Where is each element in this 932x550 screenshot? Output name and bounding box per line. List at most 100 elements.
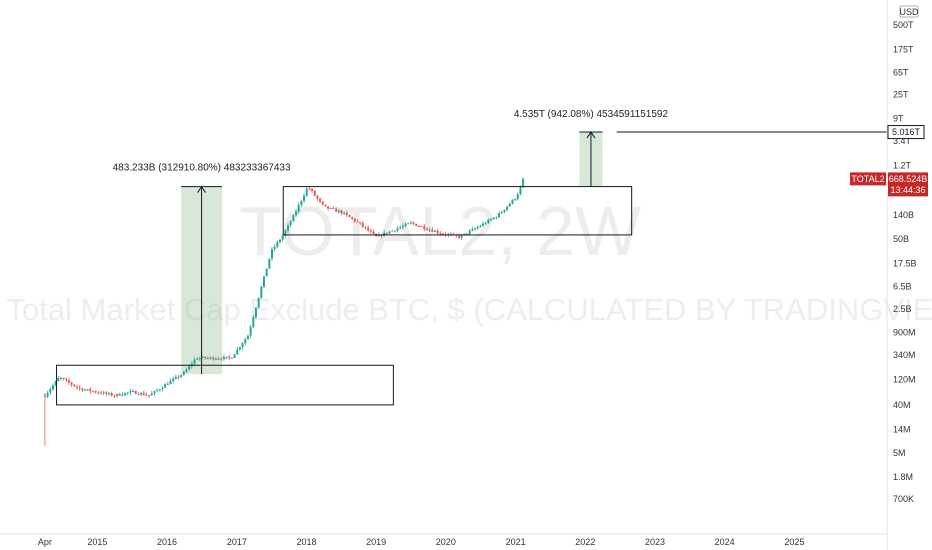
candle-body — [75, 386, 78, 388]
candle-body — [503, 209, 506, 212]
candle-body — [142, 393, 145, 395]
candle-body — [241, 343, 244, 348]
price-tick-label: 50B — [893, 234, 909, 244]
price-tick-label: 500T — [893, 20, 914, 30]
candle-body — [471, 229, 474, 231]
candle-body — [356, 221, 359, 223]
symbol-tag-label: TOTAL2 — [851, 174, 884, 184]
candle-body — [185, 369, 188, 372]
candle-body — [97, 392, 100, 394]
candle-body — [335, 208, 338, 212]
candle-body — [457, 235, 460, 238]
current-price-value: 668.524B — [889, 174, 928, 184]
candle-body — [420, 226, 423, 228]
range-2018[interactable] — [282, 186, 633, 236]
candle-body — [198, 358, 201, 360]
candle-body — [361, 223, 364, 227]
candle-body — [396, 228, 399, 231]
candle-body — [140, 393, 143, 395]
candle-body — [156, 390, 159, 392]
symbol-tag-bg — [850, 172, 886, 186]
price-tick-label: 1.8M — [893, 472, 913, 482]
time-tick-label: 2017 — [227, 537, 247, 547]
candle-body — [479, 225, 482, 227]
target-price-value: 5.016T — [892, 127, 921, 137]
time-tick-label: 2025 — [784, 537, 804, 547]
candle-body — [182, 371, 185, 375]
candle-body — [83, 389, 86, 391]
candle-body — [249, 326, 252, 336]
candle-body — [343, 212, 346, 214]
candle-body — [476, 226, 479, 229]
price-tick-label: 5M — [893, 448, 906, 458]
candles — [43, 177, 525, 446]
candle-body — [113, 395, 116, 397]
candle-body — [46, 392, 49, 397]
time-axis[interactable]: Apr 2015 2016 2017 2018 2019 2020 2021 2022 2023 2… — [0, 533, 887, 547]
candle-body — [209, 357, 212, 359]
time-tick-label: 2019 — [366, 537, 386, 547]
watermark: TOTAL2, 2W Crypto Total Market Cap Exclu… — [0, 192, 932, 327]
candle-body — [377, 234, 380, 237]
candle-body — [433, 230, 436, 232]
candle-body — [313, 190, 316, 196]
candle-body — [94, 391, 97, 393]
candle-body — [145, 394, 148, 396]
candle-body — [86, 389, 89, 391]
time-tick-label: Apr — [38, 537, 52, 547]
candle-body — [67, 380, 70, 383]
candle-body — [287, 225, 290, 231]
candle-body — [132, 391, 135, 393]
candle-body — [92, 391, 95, 393]
time-tick-label: 2021 — [506, 537, 526, 547]
candle-body — [348, 214, 351, 218]
candle-body — [180, 374, 183, 378]
candle-body — [273, 246, 276, 250]
candle-body — [118, 393, 121, 396]
candle-body — [204, 356, 207, 359]
candle-body — [102, 392, 105, 394]
candle-body — [281, 235, 284, 240]
currency-box — [899, 5, 919, 18]
candle-body — [399, 227, 402, 229]
price-tick-label: 700K — [893, 494, 914, 504]
candle-body — [276, 242, 279, 247]
candle-body — [511, 199, 514, 204]
candle-body — [308, 188, 311, 190]
candle-body — [65, 379, 68, 381]
candle-body — [164, 384, 167, 388]
candle-body — [150, 393, 153, 396]
target-price-box — [887, 125, 925, 140]
candle-body — [196, 358, 199, 360]
candle-body — [105, 392, 108, 394]
candle-body — [177, 376, 180, 378]
candle-body — [108, 393, 111, 395]
range-2014[interactable] — [56, 364, 394, 406]
candle-body — [49, 389, 52, 393]
candle-body — [468, 230, 471, 234]
current-price-box — [888, 172, 928, 197]
candle-body — [252, 317, 255, 327]
candle-body — [254, 307, 257, 318]
candle-body — [460, 235, 463, 238]
candle-body — [423, 226, 426, 230]
price-tags: TOTAL2 668.524B 13:44:36 5.016T — [850, 125, 928, 197]
candle-body — [500, 211, 503, 214]
candle-body — [417, 225, 420, 227]
measurement-label-2016: 483.233B (312910.80%) 483233367433 — [113, 163, 291, 174]
measurement-layer — [181, 131, 603, 375]
candle-body — [62, 377, 65, 380]
price-axis[interactable]: USD 500T 175T 65T 25T 9T 3.4T 1.2T 140B 50B 17.5B… — [886, 0, 919, 550]
candle-body — [233, 354, 236, 359]
candle-body — [236, 349, 239, 355]
price-tick-label: 14M — [893, 424, 911, 434]
candle-body — [129, 391, 132, 393]
price-tick-label: 6.5B — [893, 282, 912, 292]
candle-body — [319, 198, 322, 202]
candle-body — [359, 221, 362, 224]
time-tick-label: 2022 — [575, 537, 595, 547]
price-tick-label: 25T — [893, 90, 909, 100]
time-tick-label: 2020 — [436, 537, 456, 547]
candle-body — [166, 384, 169, 386]
